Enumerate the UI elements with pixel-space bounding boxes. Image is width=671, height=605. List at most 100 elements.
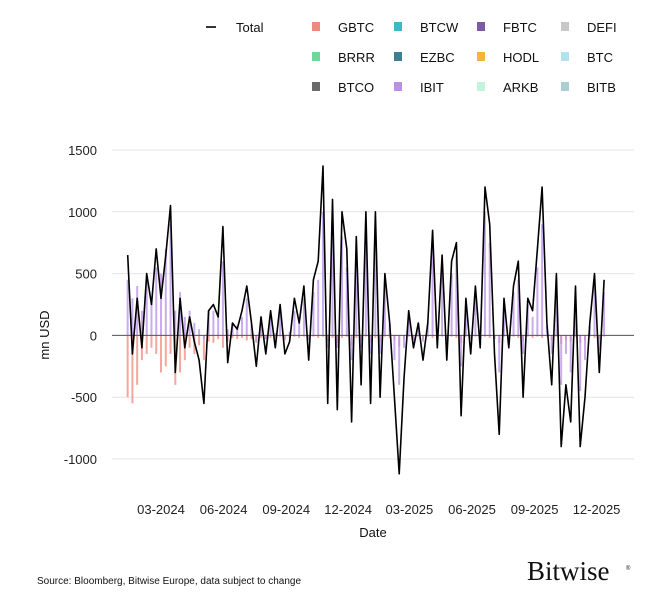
bar-ibit	[579, 335, 582, 392]
legend-label-ezbc: EZBC	[420, 50, 455, 65]
bar-ibit	[145, 279, 148, 336]
bar-ibit	[183, 316, 186, 336]
legend-label-total: Total	[236, 20, 264, 35]
bar-gbtc	[321, 335, 324, 337]
bar-ibit	[412, 335, 415, 341]
bar-gbtc	[221, 335, 224, 348]
bar-gbtc	[245, 335, 248, 341]
bar-ibit	[469, 335, 472, 340]
legend-label-btco: BTCO	[338, 80, 374, 95]
bar-gbtc	[431, 335, 434, 338]
bar-ibit	[560, 335, 563, 385]
bar-gbtc	[279, 335, 282, 337]
bar-ibit	[417, 323, 420, 336]
bar-gbtc	[531, 335, 534, 338]
source-note: Source: Bloomberg, Bitwise Europe, data …	[37, 576, 301, 587]
bar-gbtc	[503, 335, 506, 337]
bar-ibit	[498, 335, 501, 373]
legend-swatch-brrr	[312, 52, 320, 61]
bar-gbtc	[226, 335, 229, 342]
bar-gbtc	[526, 335, 529, 337]
x-axis-label: Date	[359, 525, 386, 540]
y-tick-label: 500	[75, 267, 97, 282]
bar-ibit	[541, 224, 544, 336]
bar-gbtc	[198, 335, 201, 346]
bar-gbtc	[355, 335, 358, 338]
bar-ibit	[283, 335, 286, 338]
legend-swatch-fbtc	[477, 22, 485, 31]
bar-ibit	[526, 304, 529, 336]
bar-ibit	[598, 335, 601, 351]
bar-gbtc	[302, 335, 305, 337]
bar-ibit	[226, 329, 229, 336]
y-tick-label: 1000	[68, 205, 97, 220]
bar-gbtc	[555, 335, 558, 337]
bar-gbtc	[441, 335, 444, 337]
legend-swatch-btcw	[394, 22, 402, 31]
bar-ibit	[531, 316, 534, 336]
bar-ibit	[202, 335, 205, 340]
bar-gbtc	[388, 335, 391, 338]
bar-ibit	[522, 335, 525, 354]
bar-ibit	[441, 273, 444, 336]
bar-gbtc	[536, 335, 539, 337]
bar-ibit	[488, 242, 491, 336]
legend-label-gbtc: GBTC	[338, 20, 374, 35]
legend-label-brrr: BRRR	[338, 50, 375, 65]
bar-ibit	[455, 255, 458, 336]
bar-gbtc	[312, 335, 315, 337]
svg-text:®: ®	[626, 565, 631, 572]
bar-ibit	[341, 236, 344, 336]
bar-ibit	[374, 242, 377, 336]
bar-ibit	[512, 292, 515, 336]
bar-ibit	[264, 335, 267, 340]
bar-ibit	[383, 279, 386, 336]
legend-swatch-ibit	[394, 82, 402, 91]
bar-gbtc	[217, 335, 220, 340]
bar-gbtc	[155, 335, 158, 354]
bar-gbtc	[488, 335, 491, 338]
legend-label-defi: DEFI	[587, 20, 617, 35]
bar-gbtc	[202, 335, 205, 361]
bar-gbtc	[374, 335, 377, 338]
y-tick-label: -500	[71, 390, 97, 405]
bar-gbtc	[240, 335, 243, 338]
bar-gbtc	[212, 335, 215, 343]
bar-ibit	[140, 310, 143, 336]
y-axis-label: mn USD	[37, 310, 52, 359]
bar-ibit	[555, 279, 558, 336]
legend-swatch-hodl	[477, 52, 485, 61]
bar-ibit	[474, 292, 477, 336]
bar-gbtc	[407, 335, 410, 337]
bar-gbtc	[317, 335, 320, 338]
svg-text:Bitwise: Bitwise	[527, 556, 610, 586]
legend-label-btcw: BTCW	[420, 20, 459, 35]
bar-gbtc	[269, 335, 272, 338]
legend-swatch-defi	[561, 22, 569, 31]
legend-label-ibit: IBIT	[420, 80, 444, 95]
bar-ibit	[422, 335, 425, 342]
bar-gbtc	[179, 335, 182, 373]
bar-ibit	[279, 310, 282, 336]
bar-ibit	[236, 325, 239, 336]
bar-ibit	[307, 335, 310, 341]
bar-ibit	[331, 224, 334, 336]
bar-gbtc	[293, 335, 296, 337]
bar-ibit	[398, 335, 401, 385]
bar-gbtc	[283, 335, 286, 341]
bar-ibit	[174, 310, 177, 336]
bar-ibit	[164, 248, 167, 336]
bar-gbtc	[588, 335, 591, 337]
x-tick-label: 09-2025	[511, 502, 559, 517]
bar-gbtc	[345, 335, 348, 337]
bar-gbtc	[517, 335, 520, 338]
x-tick-label: 03-2025	[386, 502, 434, 517]
bar-ibit	[445, 335, 448, 342]
bar-ibit	[464, 304, 467, 336]
bar-ibit	[574, 292, 577, 336]
legend-swatch-gbtc	[312, 22, 320, 31]
x-tick-label: 09-2024	[262, 502, 310, 517]
bar-gbtc	[164, 335, 167, 367]
bar-ibit	[317, 279, 320, 336]
